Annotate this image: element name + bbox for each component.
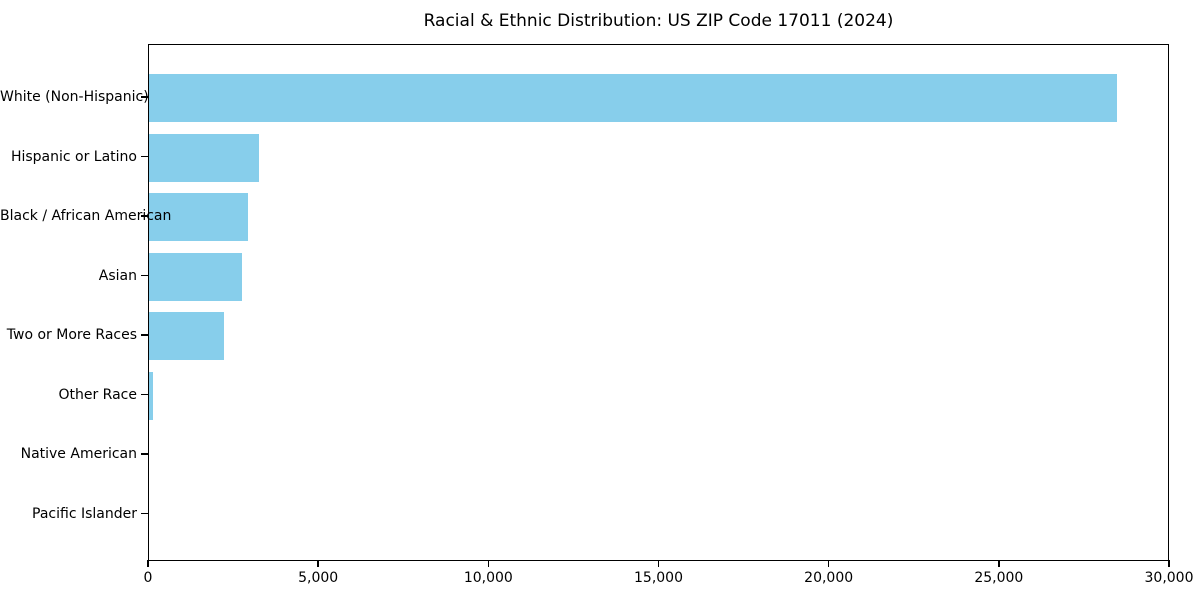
bar — [149, 133, 260, 182]
y-tick — [141, 512, 148, 515]
x-tick — [317, 560, 319, 567]
y-tick — [141, 393, 148, 396]
y-tick — [141, 274, 148, 277]
y-tick — [141, 334, 148, 336]
bar — [149, 74, 1118, 122]
bar — [149, 371, 154, 420]
bar — [149, 252, 242, 301]
plot-area — [148, 44, 1169, 561]
y-axis-label: Pacific Islander — [32, 505, 137, 522]
x-tick — [998, 560, 1000, 567]
y-tick — [141, 155, 148, 158]
y-axis-label: White (Non-Hispanic) — [0, 89, 149, 105]
y-axis-label: Asian — [98, 267, 137, 284]
y-axis-label: Black / African American — [0, 208, 172, 224]
x-tick-label: 0 — [143, 570, 153, 586]
chart-title: Racial & Ethnic Distribution: US ZIP Cod… — [423, 11, 894, 31]
x-tick — [827, 560, 830, 567]
y-tick — [141, 96, 148, 98]
x-tick-label: 25,000 — [974, 570, 1024, 586]
x-tick-label: 20,000 — [804, 570, 854, 586]
x-tick — [1168, 560, 1170, 567]
y-axis-label: Other Race — [58, 386, 137, 403]
x-tick — [147, 560, 149, 567]
bar — [149, 312, 224, 360]
x-tick-label: 10,000 — [463, 570, 513, 586]
x-tick — [657, 560, 660, 567]
bar — [149, 193, 248, 241]
y-tick — [141, 215, 148, 217]
x-tick-label: 5,000 — [298, 570, 339, 586]
x-tick — [487, 560, 490, 567]
y-tick — [141, 453, 148, 455]
x-tick-label: 15,000 — [634, 570, 683, 586]
y-axis-label: Two or More Races — [6, 327, 137, 343]
x-tick-label: 30,000 — [1144, 570, 1194, 586]
y-axis-label: Native American — [20, 446, 137, 462]
y-axis-label: Hispanic or Latino — [10, 148, 137, 165]
